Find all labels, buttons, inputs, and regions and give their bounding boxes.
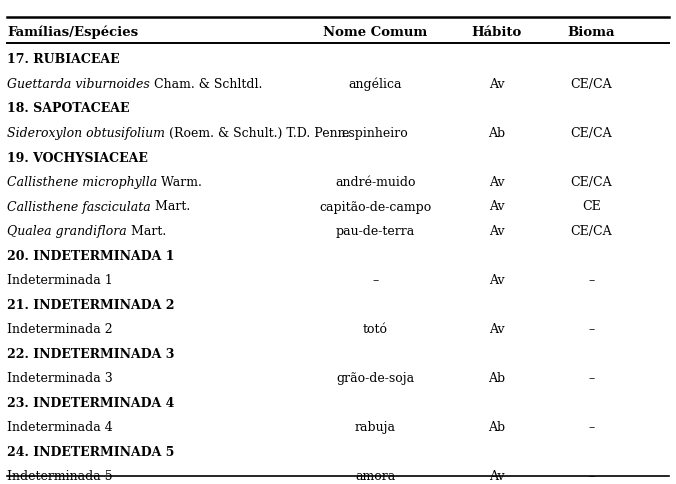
Text: Indeterminada 5: Indeterminada 5 [7,469,113,482]
Text: totó: totó [363,322,387,335]
Text: 17. RUBIACEAE: 17. RUBIACEAE [7,53,120,66]
Text: capitão-de-campo: capitão-de-campo [319,200,431,213]
Text: 24. INDETERMINADA 5: 24. INDETERMINADA 5 [7,445,174,457]
Text: 23. INDETERMINADA 4: 23. INDETERMINADA 4 [7,396,174,408]
Text: Av: Av [489,200,505,213]
Text: Av: Av [489,176,505,189]
Text: –: – [588,420,595,433]
Text: amora: amora [355,469,395,482]
Text: –: – [588,469,595,482]
Text: CE/CA: CE/CA [571,127,612,140]
Text: 19. VOCHYSIACEAE: 19. VOCHYSIACEAE [7,151,148,164]
Text: (Roem. & Schult.) T.D. Penn.: (Roem. & Schult.) T.D. Penn. [165,127,349,140]
Text: angélica: angélica [348,77,402,91]
Text: Callisthene fasciculata: Callisthene fasciculata [7,200,151,213]
Text: Av: Av [489,273,505,287]
Text: Ab: Ab [488,420,506,433]
Text: Bioma: Bioma [568,26,615,38]
Text: Av: Av [489,322,505,335]
Text: Av: Av [489,225,505,238]
Text: CE/CA: CE/CA [571,225,612,238]
Text: Sideroxylon obtusifolium: Sideroxylon obtusifolium [7,127,165,140]
Text: rabuja: rabuja [355,420,395,433]
Text: Callisthene microphylla: Callisthene microphylla [7,176,158,189]
Text: pau-de-terra: pau-de-terra [335,225,415,238]
Text: 22. INDETERMINADA 3: 22. INDETERMINADA 3 [7,347,174,360]
Text: Av: Av [489,469,505,482]
Text: Guettarda viburnoides: Guettarda viburnoides [7,78,150,91]
Text: Qualea grandiflora: Qualea grandiflora [7,225,127,238]
Text: Ab: Ab [488,127,506,140]
Text: Cham. & Schltdl.: Cham. & Schltdl. [150,78,262,91]
Text: 18. SAPOTACEAE: 18. SAPOTACEAE [7,102,130,115]
Text: Ab: Ab [488,371,506,384]
Text: 21. INDETERMINADA 2: 21. INDETERMINADA 2 [7,298,174,311]
Text: Hábito: Hábito [472,26,522,38]
Text: Mart.: Mart. [127,225,166,238]
Text: Indeterminada 3: Indeterminada 3 [7,371,113,384]
Text: espinheiro: espinheiro [342,127,408,140]
Text: andré-muido: andré-muido [335,176,416,189]
Text: grão-de-soja: grão-de-soja [336,371,414,384]
Text: Mart.: Mart. [151,200,190,213]
Text: CE: CE [582,200,601,213]
Text: Warm.: Warm. [158,176,202,189]
Text: Famílias/Espécies: Famílias/Espécies [7,25,138,39]
Text: Indeterminada 2: Indeterminada 2 [7,322,113,335]
Text: –: – [372,273,379,287]
Text: Indeterminada 1: Indeterminada 1 [7,273,113,287]
Text: Av: Av [489,78,505,91]
Text: Indeterminada 4: Indeterminada 4 [7,420,113,433]
Text: CE/CA: CE/CA [571,176,612,189]
Text: –: – [588,371,595,384]
Text: Nome Comum: Nome Comum [323,26,427,38]
Text: CE/CA: CE/CA [571,78,612,91]
Text: 20. INDETERMINADA 1: 20. INDETERMINADA 1 [7,249,174,262]
Text: –: – [588,322,595,335]
Text: –: – [588,273,595,287]
